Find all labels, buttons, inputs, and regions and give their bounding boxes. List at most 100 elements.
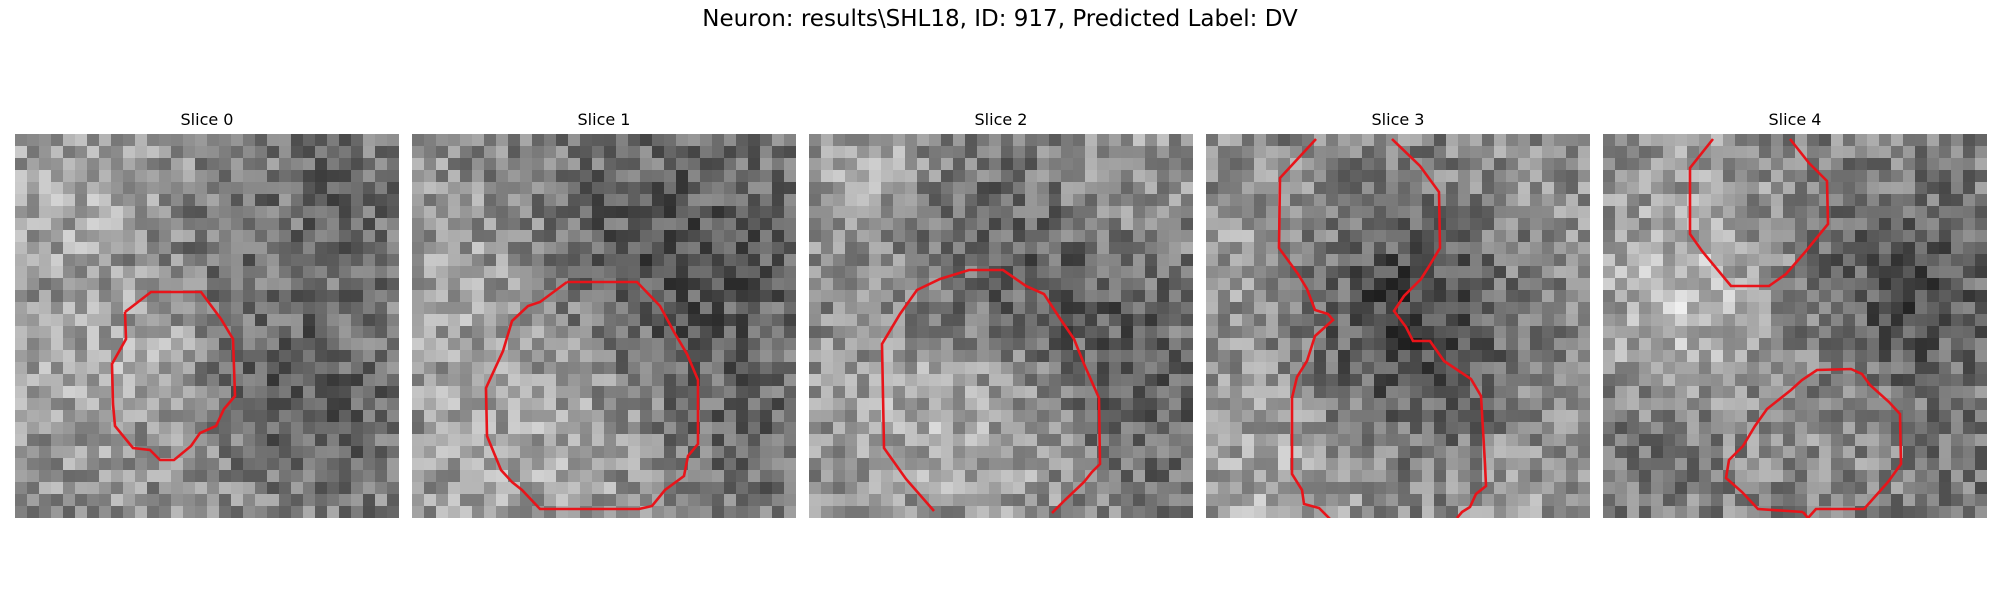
- pixel: [1326, 146, 1338, 158]
- pixel: [51, 494, 63, 506]
- pixel: [1867, 314, 1879, 326]
- pixel: [1518, 410, 1530, 422]
- pixel: [1362, 350, 1374, 362]
- pixel: [1687, 302, 1699, 314]
- pixel: [1675, 278, 1687, 290]
- pixel: [604, 230, 616, 242]
- pixel: [869, 242, 881, 254]
- pixel: [472, 494, 484, 506]
- pixel: [748, 422, 760, 434]
- pixel: [1230, 470, 1242, 482]
- pixel: [1482, 362, 1494, 374]
- pixel: [496, 254, 508, 266]
- pixel: [941, 374, 953, 386]
- pixel: [1434, 374, 1446, 386]
- pixel: [1951, 266, 1963, 278]
- pixel: [1157, 254, 1169, 266]
- pixel: [1494, 458, 1506, 470]
- pixel: [1338, 470, 1350, 482]
- pixel: [881, 146, 893, 158]
- pixel: [1903, 158, 1915, 170]
- pixel: [1302, 470, 1314, 482]
- pixel: [255, 194, 267, 206]
- pixel: [1037, 494, 1049, 506]
- pixel: [1831, 182, 1843, 194]
- pixel: [592, 314, 604, 326]
- pixel: [1025, 266, 1037, 278]
- pixel: [1085, 266, 1097, 278]
- pixel: [664, 470, 676, 482]
- pixel: [1458, 386, 1470, 398]
- pixel: [1314, 494, 1326, 506]
- pixel: [147, 266, 159, 278]
- pixel: [821, 410, 833, 422]
- pixel: [279, 386, 291, 398]
- pixel: [375, 422, 387, 434]
- pixel: [1506, 254, 1518, 266]
- pixel: [1807, 422, 1819, 434]
- pixel: [604, 350, 616, 362]
- pixel: [592, 326, 604, 338]
- pixel: [1867, 242, 1879, 254]
- pixel: [917, 134, 929, 146]
- pixel: [809, 134, 821, 146]
- pixel: [1711, 362, 1723, 374]
- pixel: [941, 386, 953, 398]
- pixel: [917, 350, 929, 362]
- pixel: [51, 362, 63, 374]
- pixel: [231, 422, 243, 434]
- pixel: [1458, 326, 1470, 338]
- pixel: [833, 386, 845, 398]
- pixel: [315, 206, 327, 218]
- pixel: [315, 506, 327, 518]
- pixel: [1554, 338, 1566, 350]
- pixel: [99, 170, 111, 182]
- pixel: [1554, 470, 1566, 482]
- pixel: [977, 410, 989, 422]
- pixel: [1374, 338, 1386, 350]
- pixel: [327, 506, 339, 518]
- pixel: [580, 374, 592, 386]
- pixel: [917, 374, 929, 386]
- pixel: [1218, 326, 1230, 338]
- pixel: [1578, 194, 1590, 206]
- pixel: [1218, 410, 1230, 422]
- pixel: [472, 182, 484, 194]
- pixel: [1843, 314, 1855, 326]
- pixel: [1362, 482, 1374, 494]
- pixel: [604, 302, 616, 314]
- pixel: [1795, 158, 1807, 170]
- pixel: [941, 398, 953, 410]
- pixel: [941, 506, 953, 518]
- pixel: [1879, 266, 1891, 278]
- pixel: [1975, 242, 1987, 254]
- pixel: [1711, 374, 1723, 386]
- pixel: [941, 422, 953, 434]
- pixel: [1963, 170, 1975, 182]
- pixel: [1566, 302, 1578, 314]
- pixel: [1927, 362, 1939, 374]
- pixel: [303, 302, 315, 314]
- pixel: [1145, 446, 1157, 458]
- pixel: [1326, 302, 1338, 314]
- pixel: [231, 386, 243, 398]
- pixel: [496, 206, 508, 218]
- pixel: [1482, 170, 1494, 182]
- pixel: [135, 134, 147, 146]
- pixel: [207, 266, 219, 278]
- pixel: [821, 386, 833, 398]
- pixel: [387, 170, 399, 182]
- pixel: [1398, 458, 1410, 470]
- pixel: [291, 446, 303, 458]
- pixel: [1819, 266, 1831, 278]
- pixel: [1879, 374, 1891, 386]
- pixel: [1771, 410, 1783, 422]
- pixel: [267, 266, 279, 278]
- pixel: [1530, 314, 1542, 326]
- pixel: [965, 290, 977, 302]
- pixel: [1554, 350, 1566, 362]
- pixel: [1410, 434, 1422, 446]
- pixel: [1169, 194, 1181, 206]
- pixel: [1879, 314, 1891, 326]
- pixel: [1855, 134, 1867, 146]
